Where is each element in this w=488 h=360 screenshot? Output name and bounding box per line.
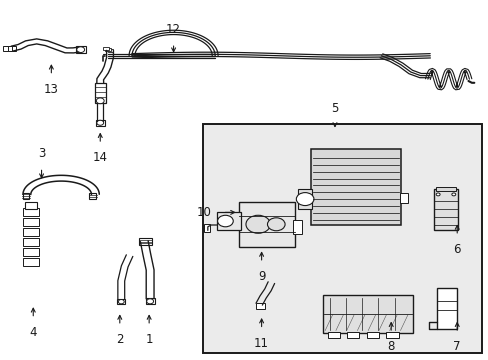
Bar xyxy=(25,202,37,209)
Bar xyxy=(293,220,302,234)
Text: 8: 8 xyxy=(386,340,394,353)
Bar xyxy=(89,193,96,199)
Circle shape xyxy=(451,193,455,196)
Circle shape xyxy=(96,98,104,104)
Bar xyxy=(23,258,39,266)
Bar xyxy=(102,47,108,50)
Bar xyxy=(386,332,398,338)
Circle shape xyxy=(296,193,313,206)
Bar xyxy=(255,303,264,309)
Bar xyxy=(366,332,378,338)
Text: 5: 5 xyxy=(330,102,338,115)
Text: 11: 11 xyxy=(254,337,268,350)
Text: 1: 1 xyxy=(145,333,153,346)
Bar xyxy=(117,299,125,304)
Bar xyxy=(7,46,12,51)
Bar xyxy=(107,49,113,52)
Bar xyxy=(310,149,400,225)
Text: 9: 9 xyxy=(257,270,265,283)
Circle shape xyxy=(77,47,84,53)
Bar xyxy=(327,332,339,338)
Bar xyxy=(23,228,39,236)
Bar xyxy=(238,202,294,247)
Bar xyxy=(203,124,481,353)
Circle shape xyxy=(435,193,439,196)
Text: 12: 12 xyxy=(166,23,181,36)
Bar xyxy=(105,48,111,51)
Bar xyxy=(23,208,39,216)
Text: 14: 14 xyxy=(93,151,107,164)
Circle shape xyxy=(97,120,103,125)
Text: 2: 2 xyxy=(116,333,123,346)
Text: 7: 7 xyxy=(452,340,460,353)
Bar xyxy=(96,120,104,126)
Circle shape xyxy=(118,300,124,304)
Bar xyxy=(23,218,39,226)
Bar xyxy=(322,295,412,333)
Circle shape xyxy=(267,218,285,231)
Bar xyxy=(298,189,311,209)
Bar xyxy=(23,248,39,256)
Text: 6: 6 xyxy=(452,243,460,256)
Bar xyxy=(3,46,8,51)
Bar xyxy=(23,238,39,246)
Text: 3: 3 xyxy=(38,147,45,160)
Bar xyxy=(139,238,151,245)
Bar xyxy=(346,332,359,338)
Bar xyxy=(76,46,85,53)
Bar xyxy=(433,189,457,230)
Circle shape xyxy=(217,215,233,227)
Bar xyxy=(95,83,105,103)
Bar xyxy=(23,193,29,199)
Bar xyxy=(217,212,240,230)
Text: 13: 13 xyxy=(44,83,59,96)
Bar xyxy=(204,224,210,232)
Text: 4: 4 xyxy=(29,326,37,339)
Bar xyxy=(436,288,456,329)
Bar xyxy=(145,298,154,304)
Text: 10: 10 xyxy=(196,206,211,219)
Circle shape xyxy=(245,215,270,233)
Bar xyxy=(11,46,16,51)
Bar xyxy=(435,187,455,191)
Bar xyxy=(399,193,407,203)
Circle shape xyxy=(146,299,153,304)
